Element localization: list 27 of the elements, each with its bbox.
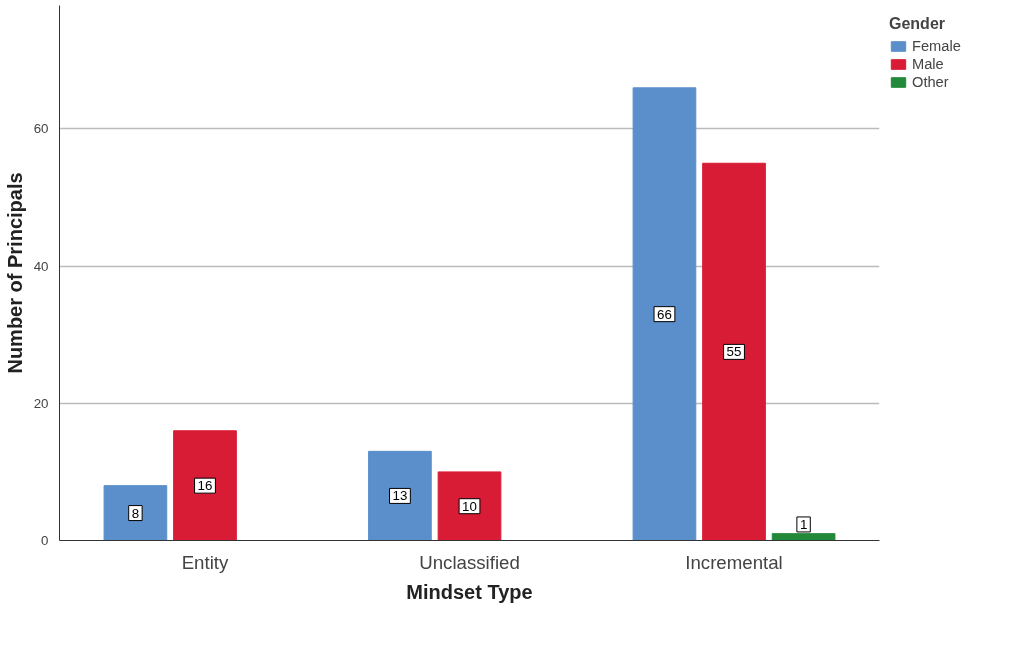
y-tick-label: 20 — [33, 395, 49, 411]
legend-title: Gender — [889, 15, 946, 33]
data-label: 1 — [799, 516, 808, 532]
bar — [173, 430, 237, 541]
bar — [771, 533, 836, 541]
bar — [368, 450, 432, 541]
bar — [632, 87, 697, 541]
x-axis-title: Mindset Type — [406, 580, 533, 603]
y-axis-title: Number of Principals — [3, 172, 26, 374]
y-tick-label: 60 — [33, 121, 49, 137]
x-tick-label: Incremental — [685, 551, 783, 573]
legend-label: Male — [912, 56, 944, 72]
bar — [702, 162, 766, 541]
legend-label: Female — [912, 38, 961, 54]
data-label: 13 — [392, 488, 408, 504]
x-tick-label: Unclassified — [419, 551, 520, 573]
x-tick-label: Entity — [181, 551, 229, 573]
data-label: 66 — [657, 306, 672, 322]
data-label: 8 — [131, 505, 140, 521]
data-label: 10 — [462, 498, 477, 514]
data-label: 16 — [197, 478, 213, 494]
y-tick-label: 0 — [41, 533, 49, 548]
bar — [437, 471, 502, 541]
legend-label: Other — [912, 74, 949, 90]
data-label: 55 — [726, 344, 742, 360]
bar — [103, 485, 168, 541]
y-tick-label: 40 — [33, 258, 49, 274]
